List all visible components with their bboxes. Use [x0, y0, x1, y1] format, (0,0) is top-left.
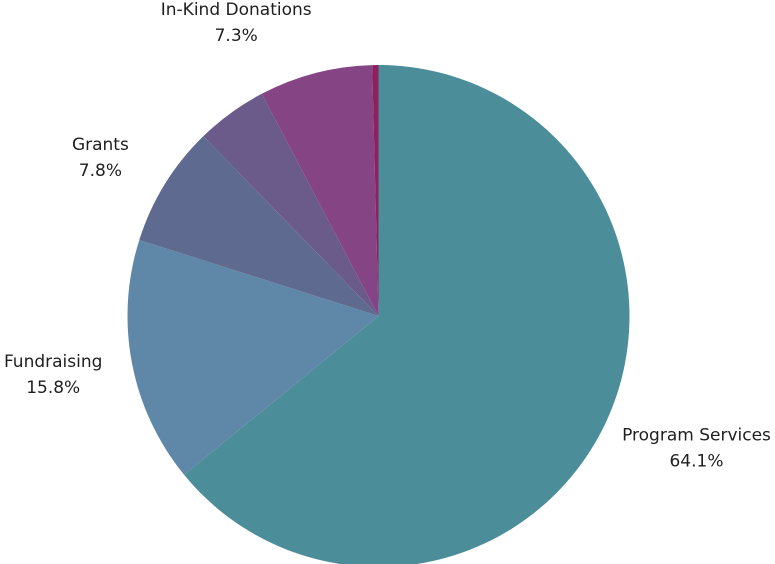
pie-label-name: Program Services [622, 426, 771, 446]
pie-label-program-services: Program Services 64.1% [622, 426, 771, 472]
pie-slices [127, 65, 630, 564]
pie-label-grants: Grants 7.8% [72, 135, 129, 181]
pie-label-in-kind-donations: In-Kind Donations 7.3% [161, 0, 312, 46]
pie-slice-unlabeled-5 [372, 65, 379, 316]
pie-slice-fundraising [127, 239, 379, 475]
pie-slice-grants [139, 136, 379, 316]
pie-label-value: 15.8% [26, 378, 80, 398]
pie-slice-program-services [184, 65, 630, 564]
pie-label-value: 7.8% [79, 161, 122, 181]
pie-label-value: 64.1% [669, 452, 723, 472]
pie-label-name: Fundraising [4, 352, 102, 372]
pie-label-name: In-Kind Donations [161, 0, 312, 20]
pie-slice-in-kind-donations [261, 65, 379, 316]
pie-label-fundraising: Fundraising 15.8% [4, 352, 102, 398]
pie-label-name: Grants [72, 135, 129, 155]
pie-label-value: 7.3% [215, 26, 258, 46]
pie-slice-unlabeled-3 [203, 93, 379, 316]
pie-labels: Program Services 64.1% Fundraising 15.8% Gra… [4, 0, 771, 472]
